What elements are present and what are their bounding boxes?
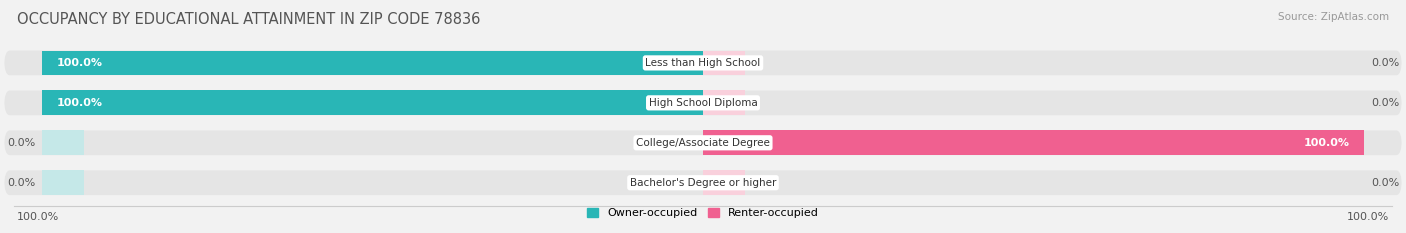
Bar [42, 130, 84, 155]
Text: OCCUPANCY BY EDUCATIONAL ATTAINMENT IN ZIP CODE 78836: OCCUPANCY BY EDUCATIONAL ATTAINMENT IN Z… [17, 12, 481, 27]
Text: 100.0%: 100.0% [1347, 212, 1389, 222]
Text: 0.0%: 0.0% [7, 178, 35, 188]
FancyBboxPatch shape [4, 90, 1402, 115]
FancyBboxPatch shape [4, 51, 1402, 75]
Text: High School Diploma: High School Diploma [648, 98, 758, 108]
Text: 100.0%: 100.0% [56, 98, 103, 108]
Text: 0.0%: 0.0% [7, 138, 35, 148]
Bar [703, 90, 745, 115]
Text: College/Associate Degree: College/Associate Degree [636, 138, 770, 148]
Text: Bachelor's Degree or higher: Bachelor's Degree or higher [630, 178, 776, 188]
FancyBboxPatch shape [4, 170, 1402, 195]
Legend: Owner-occupied, Renter-occupied: Owner-occupied, Renter-occupied [582, 204, 824, 223]
Text: 100.0%: 100.0% [56, 58, 103, 68]
Bar [703, 130, 1364, 155]
Text: 100.0%: 100.0% [1303, 138, 1350, 148]
Text: Less than High School: Less than High School [645, 58, 761, 68]
Text: 0.0%: 0.0% [1371, 98, 1399, 108]
Bar [42, 51, 703, 75]
Bar [703, 170, 745, 195]
Bar [703, 51, 745, 75]
Text: 100.0%: 100.0% [17, 212, 59, 222]
Text: Source: ZipAtlas.com: Source: ZipAtlas.com [1278, 12, 1389, 22]
FancyBboxPatch shape [4, 130, 1402, 155]
Text: 0.0%: 0.0% [1371, 58, 1399, 68]
Bar [42, 90, 703, 115]
Text: 0.0%: 0.0% [1371, 178, 1399, 188]
Bar [42, 170, 84, 195]
